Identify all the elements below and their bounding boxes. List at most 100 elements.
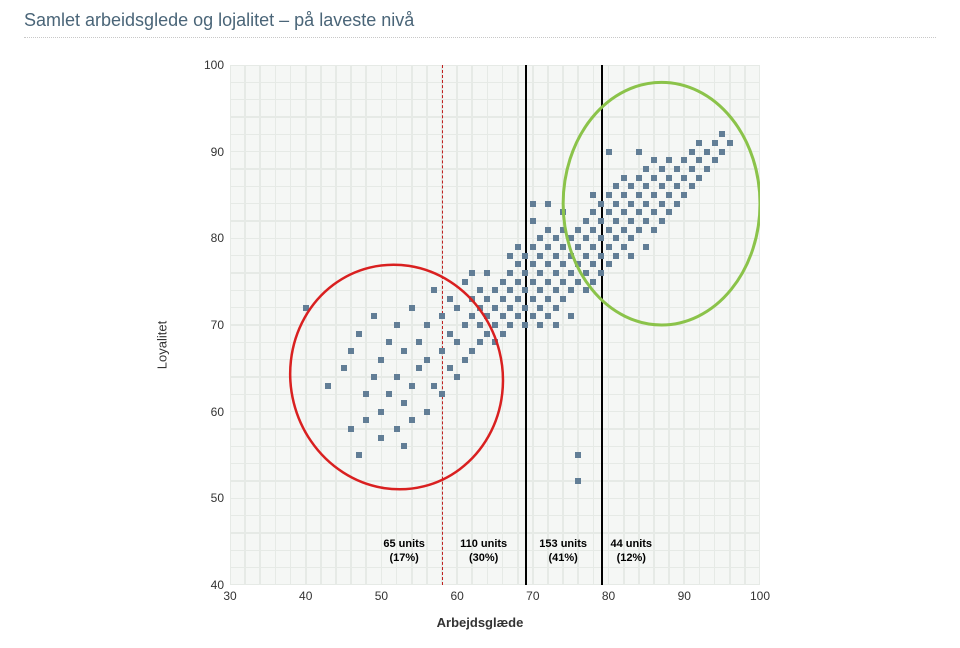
grid-cell — [609, 499, 623, 515]
grid-cell — [367, 239, 381, 255]
grid-cell — [655, 412, 669, 428]
grid-cell — [640, 291, 654, 307]
grid-cell — [413, 187, 427, 203]
scatter-point — [553, 270, 559, 276]
grid-cell — [413, 222, 427, 238]
grid-cell — [609, 447, 623, 463]
grid-cell — [276, 274, 290, 290]
grid-cell — [473, 464, 487, 480]
grid-cell — [367, 222, 381, 238]
grid-cell — [564, 135, 578, 151]
grid-cell — [700, 118, 714, 134]
scatter-point — [621, 209, 627, 215]
scatter-point — [484, 313, 490, 319]
grid-cell — [473, 568, 487, 584]
grid-cell — [564, 343, 578, 359]
scatter-point — [553, 305, 559, 311]
grid-cell — [307, 447, 321, 463]
grid-cell — [731, 464, 745, 480]
y-tick: 40 — [211, 578, 224, 592]
grid-cell — [261, 326, 275, 342]
scatter-point — [537, 322, 543, 328]
grid-cell — [488, 343, 502, 359]
grid-cell — [685, 239, 699, 255]
scatter-point — [394, 426, 400, 432]
scatter-point — [659, 201, 665, 207]
grid-cell — [731, 326, 745, 342]
grid-cell — [549, 447, 563, 463]
scatter-point — [681, 157, 687, 163]
grid-cell — [579, 326, 593, 342]
grid-cell — [488, 395, 502, 411]
grid-cell — [655, 308, 669, 324]
grid-cell — [473, 187, 487, 203]
grid-cell — [715, 326, 729, 342]
grid-cell — [367, 66, 381, 82]
grid-cell — [731, 152, 745, 168]
scatter-point — [325, 383, 331, 389]
grid-cell — [731, 239, 745, 255]
grid-cell — [579, 516, 593, 532]
grid-cell — [367, 204, 381, 220]
grid-cell — [731, 83, 745, 99]
grid-cell — [473, 100, 487, 116]
scatter-point — [545, 313, 551, 319]
grid-cell — [503, 568, 517, 584]
grid-cell — [307, 551, 321, 567]
scatter-point — [530, 201, 536, 207]
grid-cell — [382, 187, 396, 203]
grid-cell — [413, 239, 427, 255]
grid-cell — [382, 256, 396, 272]
grid-cell — [443, 568, 457, 584]
grid-cell — [625, 83, 639, 99]
grid-cell — [261, 291, 275, 307]
grid-cell — [246, 100, 260, 116]
grid-cell — [731, 551, 745, 567]
scatter-point — [606, 149, 612, 155]
grid-cell — [231, 499, 245, 515]
grid-cell — [715, 291, 729, 307]
grid-cell — [367, 447, 381, 463]
grid-cell — [534, 135, 548, 151]
grid-cell — [322, 152, 336, 168]
scatter-point — [560, 279, 566, 285]
scatter-point — [356, 452, 362, 458]
grid-cell — [700, 395, 714, 411]
grid-cell — [367, 516, 381, 532]
grid-cell — [352, 551, 366, 567]
grid-cell — [715, 447, 729, 463]
grid-cell — [291, 499, 305, 515]
grid-cell — [488, 170, 502, 186]
grid-cell — [503, 464, 517, 480]
grid-cell — [428, 83, 442, 99]
grid-cell — [367, 100, 381, 116]
grid-cell — [443, 66, 457, 82]
grid-cell — [731, 360, 745, 376]
grid-cell — [322, 464, 336, 480]
grid-cell — [625, 568, 639, 584]
scatter-point — [507, 253, 513, 259]
grid-cell — [337, 568, 351, 584]
grid-cell — [731, 291, 745, 307]
grid-cell — [291, 464, 305, 480]
grid-cell — [458, 516, 472, 532]
grid-cell — [337, 447, 351, 463]
grid-cell — [700, 83, 714, 99]
grid-cell — [231, 83, 245, 99]
grid-cell — [443, 152, 457, 168]
grid-cell — [276, 204, 290, 220]
grid-cell — [337, 152, 351, 168]
scatter-point — [537, 270, 543, 276]
grid-cell — [322, 568, 336, 584]
grid-cell — [337, 378, 351, 394]
grid-cell — [746, 100, 760, 116]
grid-cell — [337, 551, 351, 567]
segment-annotation: 44 units(12%) — [601, 538, 661, 566]
grid-cell — [579, 291, 593, 307]
scatter-point — [515, 313, 521, 319]
grid-cell — [609, 412, 623, 428]
grid-cell — [337, 534, 351, 550]
grid-cell — [579, 360, 593, 376]
grid-cell — [655, 378, 669, 394]
grid-cell — [276, 326, 290, 342]
